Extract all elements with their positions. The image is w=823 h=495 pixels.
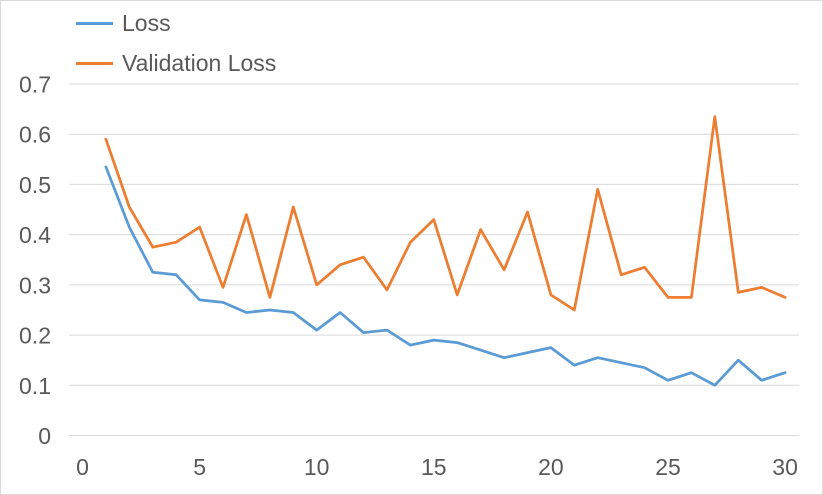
x-tick-label: 10 xyxy=(304,454,330,480)
y-tick-label: 0.7 xyxy=(19,72,51,98)
validation-loss-line[interactable] xyxy=(104,115,787,312)
chart-legend: Loss Validation Loss xyxy=(76,3,276,83)
x-tick-label: 25 xyxy=(655,454,681,480)
y-tick-label: 0.2 xyxy=(19,323,51,349)
x-tick-label: 20 xyxy=(538,454,564,480)
y-tick-label: 0.5 xyxy=(19,172,51,198)
x-tick-label: 5 xyxy=(193,454,206,480)
x-tick-label: 0 xyxy=(76,454,89,480)
y-tick-label: 0.6 xyxy=(19,122,51,148)
legend-item-loss[interactable]: Loss xyxy=(76,3,276,43)
loss-line[interactable] xyxy=(104,165,787,387)
legend-item-validation-loss[interactable]: Validation Loss xyxy=(76,43,276,83)
loss-series-swatch-icon xyxy=(76,21,113,25)
y-tick-label: 0 xyxy=(38,423,51,449)
y-tick-label: 0.4 xyxy=(19,222,51,248)
y-tick-label: 0.3 xyxy=(19,272,51,298)
y-tick-label: 0.1 xyxy=(19,373,51,399)
validation-loss-series-swatch-icon xyxy=(76,61,113,65)
legend-label-loss: Loss xyxy=(122,9,171,36)
x-tick-label: 15 xyxy=(421,454,447,480)
legend-label-validation-loss: Validation Loss xyxy=(122,49,277,76)
x-tick-label: 30 xyxy=(772,454,798,480)
